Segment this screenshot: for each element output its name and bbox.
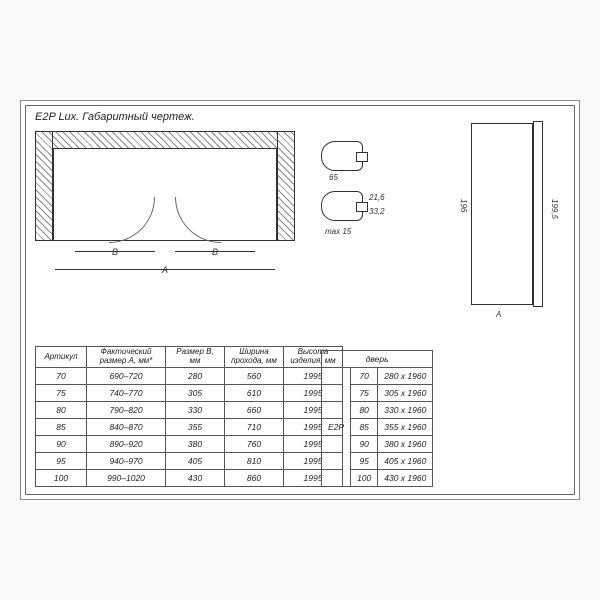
- table-cell: 90: [351, 436, 378, 453]
- table-cell: 100: [351, 470, 378, 487]
- door-opening: [53, 149, 277, 241]
- table-cell: 100: [36, 470, 87, 487]
- table-cell: 85: [36, 419, 87, 436]
- side-elevation: 196 199,5 A: [441, 119, 561, 319]
- dim-b-left: B: [75, 247, 155, 257]
- table-row: 75740–7703056101995: [36, 385, 343, 402]
- table1-header-cell: Артикул: [36, 347, 87, 368]
- table-cell: 355 x 1960: [378, 419, 433, 436]
- profile-top: [321, 141, 363, 171]
- dim-label-b: B: [212, 247, 218, 257]
- dim-65: 65: [329, 173, 338, 182]
- table-cell: 840–870: [87, 419, 166, 436]
- dim-label-a: A: [162, 265, 168, 275]
- table-cell: 740–770: [87, 385, 166, 402]
- table-cell: 690–720: [87, 368, 166, 385]
- dim-max15: max 15: [325, 227, 351, 236]
- table-cell: 860: [225, 470, 284, 487]
- door-panel: [471, 123, 533, 305]
- table-cell: 430 x 1960: [378, 470, 433, 487]
- dim-line: [55, 269, 275, 270]
- profile-bottom: [321, 191, 363, 221]
- dim-196: 196: [459, 199, 468, 212]
- dim-a: A: [55, 265, 275, 275]
- table-cell: 330 x 1960: [378, 402, 433, 419]
- table-cell: 405 x 1960: [378, 453, 433, 470]
- dim-line: [175, 251, 255, 252]
- table-cell: 660: [225, 402, 284, 419]
- table-cell: 75: [351, 385, 378, 402]
- table-cell: 380 x 1960: [378, 436, 433, 453]
- table-cell: 95: [351, 453, 378, 470]
- dim-side-a: A: [496, 310, 501, 319]
- table-cell: 790–820: [87, 402, 166, 419]
- table-row: 85840–8703557101995: [36, 419, 343, 436]
- table-cell: 710: [225, 419, 284, 436]
- table-cell: 940–970: [87, 453, 166, 470]
- table-cell: 90: [36, 436, 87, 453]
- door-frame: [533, 121, 543, 307]
- table-cell: 890–920: [87, 436, 166, 453]
- table-cell: 80: [36, 402, 87, 419]
- dim-label-b: B: [112, 247, 118, 257]
- drawing-title: E2P Lux. Габаритный чертеж.: [35, 111, 195, 123]
- table-row: 90890–9203807601995: [36, 436, 343, 453]
- table-row: 95940–9704058101995: [36, 453, 343, 470]
- table-row: 70690–7202805601995: [36, 368, 343, 385]
- table-cell: 355: [166, 419, 225, 436]
- table-cell: 610: [225, 385, 284, 402]
- table-cell: 280: [166, 368, 225, 385]
- table-cell: 85: [351, 419, 378, 436]
- table-row: 80790–8203306601995: [36, 402, 343, 419]
- door-sizes-table: дверь E2P70280 x 196075305 x 196080330 x…: [321, 350, 433, 487]
- drawing-sheet: E2P Lux. Габаритный чертеж. B B A 65 21,…: [20, 100, 580, 500]
- table-cell: 280 x 1960: [378, 368, 433, 385]
- table-cell: 80: [351, 402, 378, 419]
- table-row: 100990–10204308601995: [36, 470, 343, 487]
- dim-b-right: B: [175, 247, 255, 257]
- dim-21-6: 21,6: [369, 193, 385, 202]
- table1-header-cell: Ширина прохода, мм: [225, 347, 284, 368]
- table-cell: 95: [36, 453, 87, 470]
- table-cell: 305: [166, 385, 225, 402]
- table-cell: 70: [36, 368, 87, 385]
- table-row: E2P70280 x 1960: [322, 368, 433, 385]
- profile-sections: 65 21,6 33,2 max 15: [311, 131, 411, 281]
- table1-header-cell: Фактический размер A, мм*: [87, 347, 166, 368]
- wall-top: [35, 131, 295, 149]
- plan-view: B B A: [35, 131, 295, 281]
- table1-header-cell: Размер B, мм: [166, 347, 225, 368]
- table-cell: 70: [351, 368, 378, 385]
- wall-left: [35, 131, 53, 241]
- table-cell: 760: [225, 436, 284, 453]
- dimensions-table: АртикулФактический размер A, мм*Размер B…: [35, 346, 343, 487]
- table2-header: дверь: [322, 351, 433, 368]
- table-cell: 330: [166, 402, 225, 419]
- dim-33-2: 33,2: [369, 207, 385, 216]
- dim-199-5: 199,5: [550, 199, 559, 219]
- table-cell: 405: [166, 453, 225, 470]
- wall-right: [277, 131, 295, 241]
- table2-model-cell: E2P: [322, 368, 351, 487]
- dim-line: [75, 251, 155, 252]
- table-cell: 990–1020: [87, 470, 166, 487]
- table-cell: 810: [225, 453, 284, 470]
- table-cell: 380: [166, 436, 225, 453]
- table-cell: 75: [36, 385, 87, 402]
- table-cell: 560: [225, 368, 284, 385]
- table-cell: 305 x 1960: [378, 385, 433, 402]
- table-cell: 430: [166, 470, 225, 487]
